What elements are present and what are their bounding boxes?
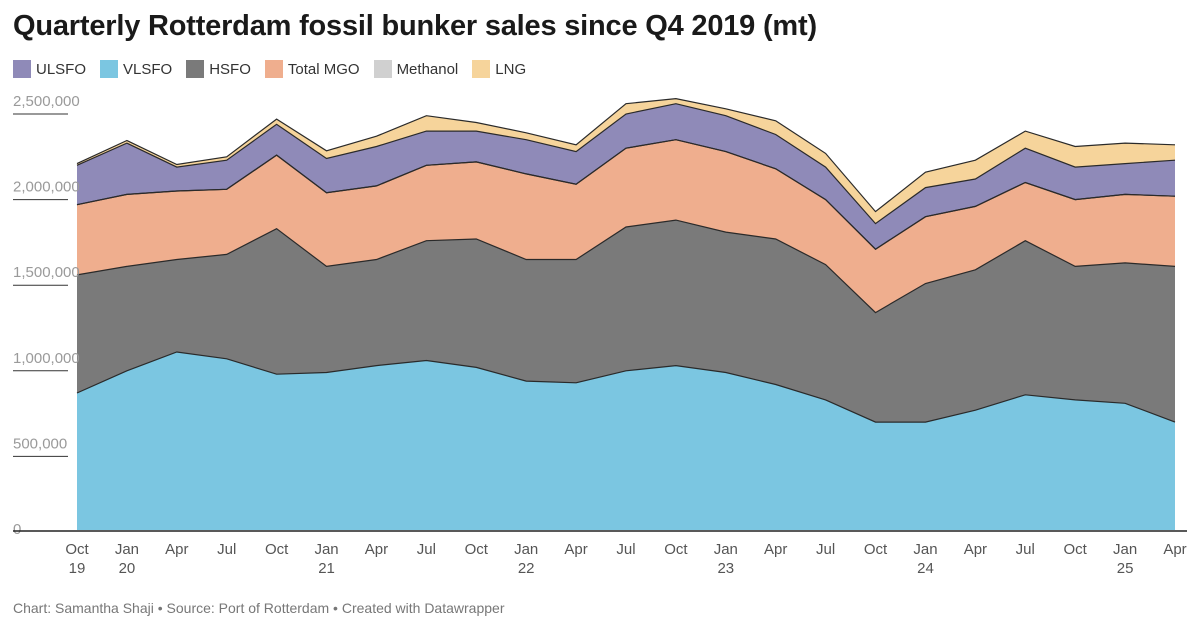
x-tick-year-label: 19 [69,560,86,577]
area-vlsfo [77,352,1175,530]
x-tick-label: Apr [564,541,587,558]
boundary-line-ulsfo [76,103,1176,225]
x-tick-label: Jan [514,541,538,558]
legend-swatch-hsfo [186,60,205,78]
x-tick-label: Jan [1113,541,1137,558]
boundary-line-lng [76,97,1176,213]
legend-label-vlsfo: VLSFO [123,60,173,78]
legend-item-ulsfo: ULSFO [13,60,86,78]
x-tick-year-label: 21 [318,560,335,577]
x-tick-label: Jan [115,541,139,558]
x-tick-label: Oct [664,541,688,558]
y-tick-label: 1,500,000 [13,264,80,281]
legend-label-total-mgo: Total MGO [287,60,360,78]
y-axis: 0 500,000 1,000,000 1,500,000 2,000,000 2,500… [13,93,80,538]
legend-swatch-vlsfo [100,60,119,78]
legend-swatch-ulsfo [13,60,31,78]
x-tick-label: Jul [217,541,236,558]
legend-item-hsfo: HSFO [186,60,251,78]
chart-footer: Chart: Samantha Shaji • Source: Port of … [13,600,505,616]
area-total-mgo [77,139,1175,313]
legend-label-hsfo: HSFO [209,60,251,78]
legend-label-lng: LNG [495,60,527,78]
x-tick-label: Apr [165,541,188,558]
legend-item-total-mgo: Total MGO [264,60,360,78]
y-tick-label: 2,000,000 [13,179,80,196]
y-tick-label: 0 [13,521,21,538]
x-tick-label: Jan [314,541,338,558]
boundary-line-methanol [76,139,1176,250]
x-axis: Oct 19 Jan 20 Apr Jul Oct Jan 21 Apr Jul Oct Jan 22 Ap… [65,541,1186,577]
legend-item-methanol: Methanol [373,60,459,78]
legend-swatch-lng [472,60,491,78]
legend: ULSFO VLSFO HSFO Total MGO Methanol LNG [13,60,526,78]
area-layers [76,97,1176,530]
x-tick-label: Apr [1163,541,1186,558]
y-tick-label: 500,000 [13,435,67,452]
x-tick-label: Jan [913,541,937,558]
area-ulsfo [77,103,1175,250]
x-tick-label: Apr [964,541,987,558]
x-tick-label: Apr [365,541,388,558]
legend-item-lng: LNG [472,60,526,78]
legend-swatch-methanol [373,60,392,78]
x-tick-label: Jul [417,541,436,558]
legend-label-methanol: Methanol [396,60,459,78]
x-tick-year-label: 22 [518,560,535,577]
boundary-line-hsfo [76,219,1176,314]
x-tick-label: Jul [816,541,835,558]
x-tick-label: Oct [465,541,489,558]
x-tick-label: Jan [714,541,738,558]
x-tick-year-label: 20 [119,560,136,577]
x-tick-year-label: 23 [717,560,734,577]
x-tick-label: Jul [616,541,635,558]
x-tick-label: Oct [1064,541,1088,558]
legend-item-vlsfo: VLSFO [100,60,172,78]
x-tick-label: Oct [864,541,888,558]
area-hsfo [77,220,1175,423]
x-tick-year-label: 24 [917,560,934,577]
x-tick-label: Apr [764,541,787,558]
chart-title: Quarterly Rotterdam fossil bunker sales … [13,10,817,42]
stacked-area-chart: 0 500,000 1,000,000 1,500,000 2,000,000 2,500… [13,93,1187,577]
x-tick-year-label: 25 [1117,560,1134,577]
legend-label-ulsfo: ULSFO [36,60,87,78]
boundary-line-vlsfo [76,351,1176,423]
x-tick-label: Jul [1016,541,1035,558]
legend-swatch-total-mgo [264,60,283,78]
x-tick-label: Oct [265,541,289,558]
y-tick-label: 1,000,000 [13,350,80,367]
y-tick-label: 2,500,000 [13,93,80,110]
x-tick-label: Oct [65,541,89,558]
